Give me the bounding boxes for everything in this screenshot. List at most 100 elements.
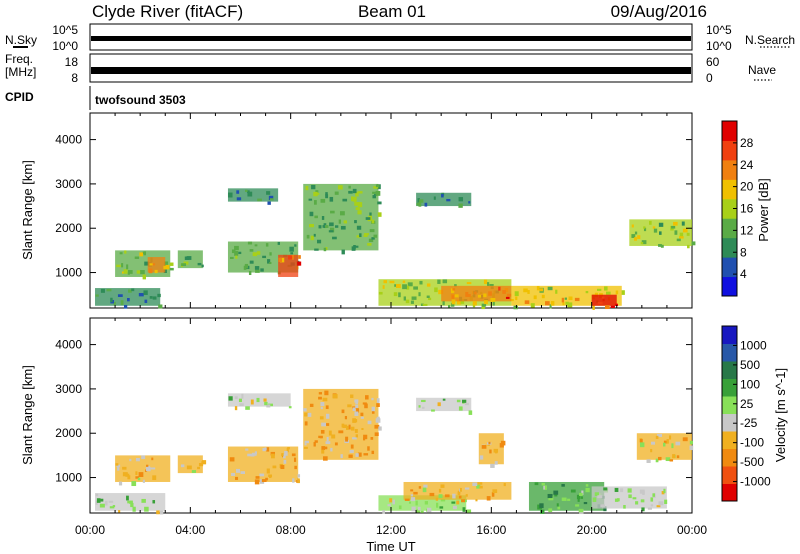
velocity-echo-region — [95, 493, 166, 515]
velocity-panel: 1000 2000 3000 4000 Slant Range [km] 1000 50… — [20, 317, 788, 515]
power-ytick-label: 3000 — [55, 177, 82, 191]
time-tick-label: 12:00 — [376, 523, 406, 537]
velocity-colorbar-swatch — [722, 448, 737, 467]
noise-left-tick-bottom: 10^0 — [52, 39, 78, 53]
velocity-colorbar: 1000 500 100 25 -25 -100 -500 -1000 — [721, 325, 771, 502]
power-ytick-label: 1000 — [55, 266, 82, 280]
noise-search-label: N.Search — [745, 33, 795, 47]
nave-right-tick-bottom: 0 — [706, 71, 713, 85]
power-colorbar-swatch — [722, 257, 737, 278]
velocity-ytick-label: 2000 — [55, 426, 82, 440]
velocity-ytick-label: 3000 — [55, 382, 82, 396]
velocity-colorbar-tick: -1000 — [740, 475, 771, 489]
velocity-colorbar-swatch — [722, 466, 737, 484]
power-colorbar-swatch — [722, 237, 737, 258]
station-title: Clyde River (fitACF) — [92, 2, 243, 21]
velocity-echo-region — [416, 397, 473, 415]
power-ytick-label: 2000 — [55, 221, 82, 235]
velocity-plot-frame — [89, 317, 693, 514]
power-colorbar-swatch — [722, 179, 737, 200]
nave-label: Nave — [748, 63, 776, 77]
velocity-colorbar-swatch — [722, 413, 737, 432]
power-echo-region — [416, 192, 472, 208]
velocity-axes: 1000 2000 3000 4000 — [55, 318, 693, 513]
time-axis-labels: 00:00 04:00 08:00 12:00 16:00 20:00 00:00 — [75, 523, 707, 537]
power-colorbar-tick: 28 — [740, 136, 754, 150]
velocity-echo-region — [636, 433, 694, 463]
time-tick-label: 00:00 — [75, 523, 105, 537]
velocity-echo-region — [403, 481, 512, 503]
power-axes: 1000 2000 3000 4000 — [55, 113, 693, 308]
velocity-colorbar-tick: -100 — [740, 436, 764, 450]
power-echo-region — [147, 257, 166, 274]
velocity-colorbar-swatch — [722, 361, 737, 379]
frequency-strip: Freq. [MHz] 18 8 60 0 Nave — [5, 52, 776, 85]
power-colorbar-tick: 16 — [740, 202, 754, 216]
power-echo-region — [629, 219, 696, 249]
time-tick-label: 00:00 — [677, 523, 707, 537]
noise-sky-label: N.Sky — [5, 33, 37, 47]
power-colorbar-tick: 12 — [740, 223, 754, 237]
freq-label-top: Freq. — [5, 52, 33, 66]
power-colorbar-swatch — [722, 198, 737, 219]
power-colorbar-swatch — [722, 121, 737, 141]
velocity-ytick-label: 1000 — [55, 471, 82, 485]
cpid-label: CPID — [5, 90, 34, 104]
velocity-colorbar-swatch — [722, 343, 737, 362]
velocity-colorbar-tick: -500 — [740, 455, 764, 469]
power-panel: 1000 2000 3000 4000 Slant Range [km] 4 8 12 16… — [20, 112, 771, 310]
power-echo-region — [303, 183, 382, 255]
power-ytick-label: 4000 — [55, 133, 82, 147]
cpid-value: twofsound 3503 — [95, 93, 186, 107]
velocity-echo-region — [227, 393, 292, 411]
freq-left-tick-bottom: 8 — [71, 71, 78, 85]
cpid-strip: CPID twofsound 3503 — [5, 86, 186, 110]
velocity-colorbar-label: Velocity [m s^-1] — [773, 368, 788, 462]
velocity-echo-region — [115, 455, 171, 487]
noise-right-tick-bottom: 10^0 — [706, 39, 732, 53]
date-title: 09/Aug/2016 — [611, 2, 707, 21]
power-echo-region — [177, 250, 204, 269]
velocity-colorbar-swatch — [722, 483, 737, 502]
power-colorbar-tick: 8 — [740, 245, 747, 259]
beam-title: Beam 01 — [358, 2, 426, 21]
noise-left-tick-top: 10^5 — [52, 23, 78, 37]
power-colorbar-swatch — [722, 140, 737, 161]
velocity-echo-region — [591, 486, 668, 512]
velocity-colorbar-swatch — [722, 396, 737, 414]
power-colorbar-swatch — [722, 218, 737, 239]
freq-left-tick-top: 18 — [65, 55, 79, 69]
nave-right-tick-top: 60 — [706, 55, 720, 69]
power-colorbar-tick: 20 — [740, 180, 754, 194]
time-axis-title: Time UT — [366, 539, 415, 554]
power-colorbar-swatch — [722, 276, 737, 297]
velocity-colorbar-swatch — [722, 431, 737, 449]
frequency-trace — [91, 67, 691, 74]
power-colorbar-swatch — [722, 159, 737, 180]
velocity-colorbar-tick: 500 — [740, 358, 760, 372]
noise-strip: N.Sky 10^5 10^0 10^5 10^0 N.Search — [5, 23, 795, 53]
velocity-data-layer — [95, 388, 694, 515]
power-data-layer — [95, 183, 696, 310]
velocity-colorbar-swatch — [722, 378, 737, 397]
time-tick-label: 16:00 — [476, 523, 506, 537]
power-colorbar-label: Power [dB] — [756, 178, 771, 242]
power-colorbar-tick: 4 — [740, 267, 747, 281]
time-tick-label: 20:00 — [577, 523, 607, 537]
time-tick-label: 08:00 — [276, 523, 306, 537]
freq-label-bottom: [MHz] — [5, 65, 36, 79]
power-echo-region — [441, 285, 512, 306]
power-colorbar-tick: 24 — [740, 158, 754, 172]
power-echo-region — [278, 254, 302, 277]
velocity-echo-region — [177, 455, 207, 474]
power-plot-frame — [89, 112, 693, 309]
velocity-echo-region — [227, 446, 301, 485]
power-echo-region — [591, 294, 619, 310]
velocity-colorbar-swatch — [722, 326, 737, 344]
power-ylabel: Slant Range [km] — [20, 160, 35, 260]
velocity-echo-region — [478, 433, 506, 468]
power-echo-region — [227, 188, 279, 205]
noise-right-tick-top: 10^5 — [706, 23, 732, 37]
velocity-colorbar-tick: -25 — [740, 416, 758, 430]
